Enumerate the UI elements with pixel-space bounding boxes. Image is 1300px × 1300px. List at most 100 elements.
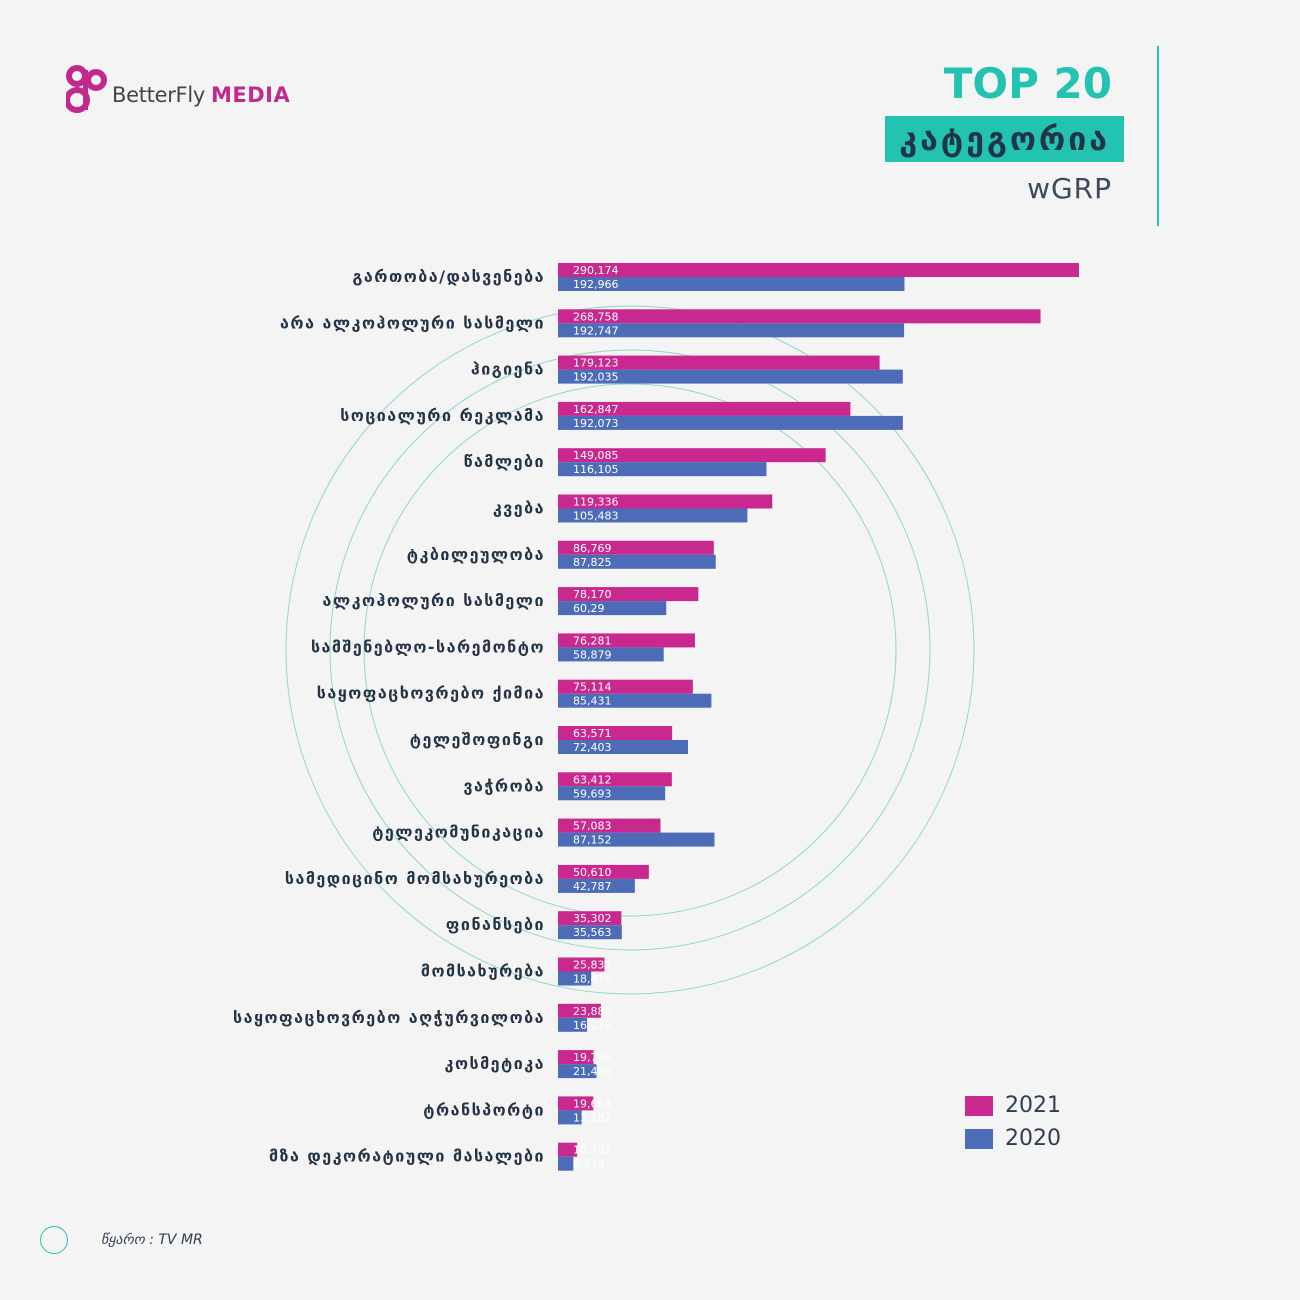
circle-icon: [40, 1226, 68, 1254]
bar-2020: [558, 878, 635, 893]
legend-label-2021: 2021: [1005, 1093, 1061, 1118]
title-block: TOP 20 კატეგორია wGRP: [885, 56, 1124, 205]
bar-2021: [558, 726, 673, 740]
value-label-2021: 63,412: [573, 773, 612, 786]
brand-media-text: MEDIA: [211, 83, 291, 107]
title-top20: TOP 20: [943, 59, 1112, 108]
bar-2020: [558, 693, 712, 708]
value-label-2020: 18,470: [573, 973, 612, 986]
value-label-2020: 8,538: [573, 1158, 605, 1171]
bar-2020: [558, 786, 666, 801]
decorative-ring-outer: [285, 305, 975, 995]
value-label-2020: 42,787: [573, 880, 612, 893]
value-label-2021: 119,336: [573, 496, 619, 509]
bar-2021: [558, 1003, 601, 1018]
decorative-ring-middle: [329, 349, 931, 951]
value-label-2021: 179,123: [573, 357, 619, 370]
value-label-2020: 60,29: [573, 602, 605, 615]
value-label-2021: 19,796: [573, 1051, 612, 1064]
bar-2021: [558, 633, 695, 648]
bar-2020: [558, 508, 748, 523]
source-text: წყარო : TV MR: [101, 1232, 203, 1248]
bar-2021: [558, 587, 699, 602]
bar-2020: [558, 323, 905, 338]
bar-2020: [558, 1156, 574, 1171]
value-label-2020: 72,403: [573, 741, 612, 754]
bar-2021: [558, 864, 649, 879]
decorative-ring-inner: [363, 383, 897, 917]
bar-2020: [558, 277, 905, 291]
bar-2021: [558, 911, 622, 926]
legend-swatch-2020: [965, 1128, 993, 1149]
bar-2021: [558, 494, 773, 509]
title-metric: wGRP: [1027, 172, 1112, 205]
value-label-2020: 16,176: [573, 1019, 612, 1032]
bar-2021: [558, 1096, 594, 1111]
bar-2021: [558, 448, 826, 463]
bar-2021: [558, 355, 880, 370]
category-label: სამედიცინო მომსახურეობა: [285, 869, 545, 888]
bar-2021: [558, 818, 661, 833]
title-category: კატეგორია: [885, 116, 1124, 162]
category-label: ჰიგიენა: [471, 360, 545, 379]
value-label-2021: 10,703: [573, 1144, 612, 1157]
category-label: მომსახურება: [421, 962, 545, 981]
bar-2021: [558, 957, 605, 972]
brand-name-text: BetterFly: [112, 83, 205, 107]
category-label: არა ალკოჰოლური სასმელი: [280, 313, 545, 332]
value-label-2021: 149,085: [573, 449, 619, 462]
value-label-2020: 21,428: [573, 1065, 612, 1078]
category-label: ვაჭრობა: [463, 776, 545, 795]
value-label-2021: 76,281: [573, 634, 612, 647]
value-label-2021: 75,114: [573, 681, 612, 694]
category-label: წამლები: [464, 452, 545, 471]
category-label: საყოფაცხოვრებო ქიმია: [317, 684, 545, 703]
legend-item-2020: 2020: [965, 1122, 1061, 1155]
bar-2020: [558, 554, 716, 569]
bar-2021: [558, 1050, 594, 1065]
bar-2020: [558, 832, 715, 847]
bar-2020: [558, 1064, 597, 1079]
category-label: გართობა/დასვენება: [352, 267, 545, 286]
brand-name: BetterFly MEDIA: [112, 83, 290, 107]
value-label-2021: 50,610: [573, 866, 612, 879]
bar-2021: [558, 540, 714, 555]
chart-legend: 2021 2020: [965, 1089, 1061, 1155]
value-label-2020: 59,693: [573, 787, 612, 800]
bar-2020: [558, 740, 688, 754]
value-label-2021: 57,083: [573, 820, 612, 833]
legend-swatch-2021: [965, 1095, 993, 1116]
bar-2021: [558, 263, 1079, 277]
bar-2020: [558, 1110, 582, 1125]
category-label: კვება: [493, 499, 545, 518]
bar-2020: [558, 925, 622, 940]
category-label: ტრანსპორტი: [423, 1100, 545, 1119]
value-label-2020: 13,182: [573, 1111, 612, 1124]
value-label-2020: 85,431: [573, 695, 612, 708]
value-label-2020: 87,152: [573, 834, 612, 847]
brand-logo: BetterFly MEDIA: [66, 62, 290, 118]
legend-label-2020: 2020: [1005, 1126, 1061, 1151]
value-label-2020: 116,105: [573, 463, 619, 476]
bar-2021: [558, 1142, 578, 1157]
bar-2021: [558, 309, 1041, 324]
value-label-2020: 192,747: [573, 324, 619, 337]
value-label-2021: 290,174: [573, 264, 619, 277]
value-label-2020: 192,966: [573, 278, 619, 291]
category-label: ტელეკომუნიკაცია: [372, 823, 545, 842]
value-label-2021: 35,302: [573, 912, 612, 925]
category-label: ფინანსები: [446, 915, 545, 934]
title-divider: [1157, 46, 1159, 226]
category-label: ტელეშოფინგი: [410, 730, 545, 749]
value-label-2021: 86,769: [573, 542, 612, 555]
value-label-2020: 35,563: [573, 926, 612, 939]
source-note: წყარო : TV MR: [40, 1226, 203, 1254]
value-label-2021: 25,837: [573, 959, 612, 972]
value-label-2020: 87,825: [573, 556, 612, 569]
value-label-2021: 23,888: [573, 1005, 612, 1018]
value-label-2020: 192,073: [573, 417, 619, 430]
category-label: ალკოჰოლური სასმელი: [323, 591, 545, 610]
category-label: სოციალური რეკლამა: [340, 406, 545, 425]
value-label-2020: 105,483: [573, 510, 619, 523]
